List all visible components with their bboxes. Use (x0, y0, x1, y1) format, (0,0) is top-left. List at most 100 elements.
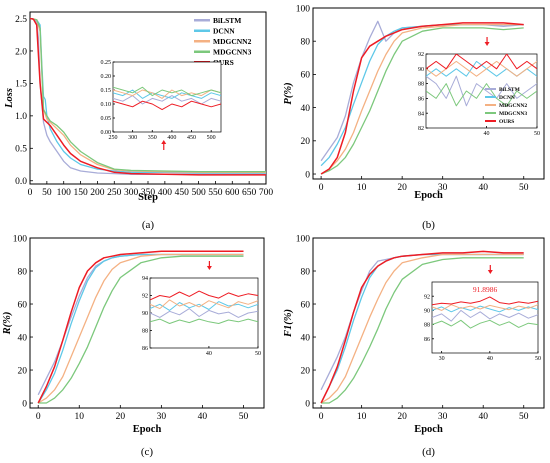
x-tick-label: 20 (397, 183, 407, 193)
legend-label-mdgcnn3: MDGCNN3 (499, 111, 527, 117)
y-tick-label: 2.0 (15, 47, 27, 57)
y-tick-label: 1.0 (15, 112, 27, 122)
legend-label-ours: OURS (499, 119, 514, 125)
panel-caption: (c) (141, 446, 154, 458)
x-axis-label: Epoch (414, 424, 443, 435)
y-tick-label: 100 (296, 234, 311, 244)
legend-label-mdgcnn2: MDGCNN2 (499, 103, 527, 109)
panel-d: 0 10 20 30 40 50 0 20 40 60 80 100 Epoch F1(%) (d) 30 40… (283, 234, 545, 458)
legend-label-dcnn: DCNN (499, 95, 515, 101)
series-line-mdgcnn2 (432, 304, 538, 311)
x-tick-label: 500 (207, 135, 216, 141)
y-tick-label: 100 (13, 234, 28, 244)
y-tick-label: 1.5 (15, 80, 27, 90)
y-axis-label: R(%) (2, 312, 13, 336)
y-axis-label: P(%) (283, 82, 294, 104)
series-line-mdgcnn3 (432, 319, 538, 329)
x-tick-label: 250 (109, 135, 118, 141)
y-tick-label: 90 (424, 309, 430, 315)
y-tick-label: 0.20 (101, 74, 112, 80)
x-tick-label: 20 (116, 412, 126, 422)
y-tick-label: 0.25 (101, 60, 112, 66)
x-tick-label: 50 (534, 131, 540, 137)
x-tick-label: 50 (535, 356, 541, 362)
x-tick-label: 30 (439, 356, 445, 362)
series-line-bilstm (432, 309, 538, 322)
series-line-mdgcnn3 (426, 83, 537, 107)
x-tick-label: 0 (319, 412, 324, 422)
legend-label-bilstm: BiLSTM (499, 87, 521, 93)
x-tick-label: 0 (36, 412, 41, 422)
y-tick-label: 0.00 (101, 130, 112, 136)
x-tick-label: 550 (208, 188, 223, 198)
panel-a: 0 50 100 150 200 250 300 350 400 450 500 550 600 650 7… (4, 11, 273, 231)
x-tick-label: 50 (519, 412, 529, 422)
x-tick-label: 250 (107, 188, 122, 198)
x-tick-label: 10 (357, 412, 367, 422)
y-tick-label: 92 (142, 294, 148, 300)
series-line-ours (150, 290, 258, 301)
inset-a: 250 300 350 400 450 500 0.00 0.05 0.10 0.15 0.20 0.… (101, 60, 222, 150)
inset-c: 40 50 86 88 90 92 94 (142, 261, 261, 357)
y-tick-label: 88 (142, 329, 148, 335)
y-tick-label: 90 (142, 311, 148, 317)
y-tick-label: 2.5 (15, 15, 27, 25)
x-tick-label: 10 (357, 183, 367, 193)
series-line-ours (320, 22, 524, 175)
x-tick-label: 40 (206, 351, 212, 357)
series-line-mdgcnn3 (113, 86, 221, 97)
x-tick-label: 650 (242, 188, 257, 198)
y-tick-label: 82 (418, 126, 424, 132)
y-tick-label: 40 (301, 333, 311, 343)
x-axis-label: Epoch (133, 424, 162, 435)
zoom-arrow-icon (161, 140, 167, 150)
series-line-ours (426, 54, 537, 70)
inset-b: 40 50 82 84 86 88 90 92 BiLSTM DCNN MDGCNN2 MDGCNN3… (418, 37, 540, 137)
x-tick-label: 40 (487, 356, 493, 362)
series-line-mdgcnn3 (38, 255, 244, 404)
x-tick-label: 150 (73, 188, 88, 198)
legend-label-bilstm: BiLSTM (213, 16, 241, 25)
y-tick-label: 20 (18, 366, 28, 376)
y-axis-label: F1(%) (283, 309, 294, 338)
series-line-ours (320, 250, 524, 404)
zoom-arrow-icon (487, 265, 493, 274)
x-tick-label: 300 (128, 135, 137, 141)
y-tick-label: 0.10 (101, 102, 112, 108)
y-tick-label: 86 (418, 97, 424, 103)
y-tick-label: 60 (301, 300, 311, 310)
legend-label-dcnn: DCNN (213, 26, 235, 35)
y-tick-label: 0 (305, 170, 310, 180)
series-line-mdgcnn3 (30, 17, 266, 173)
x-tick-label: 50 (42, 188, 52, 198)
x-tick-label: 0 (319, 183, 324, 193)
y-tick-label: 0 (22, 399, 27, 409)
y-tick-label: 20 (301, 366, 311, 376)
x-axis-label: Step (138, 192, 158, 203)
x-tick-label: 50 (255, 351, 261, 357)
series-line-mdgcnn3 (320, 27, 524, 175)
y-tick-label: 0.05 (101, 116, 112, 122)
series-line-ours (30, 17, 266, 176)
x-tick-label: 400 (167, 135, 176, 141)
series-line-mdgcnn2 (426, 60, 537, 77)
y-tick-label: 0.0 (15, 177, 27, 187)
zoom-arrow-head (487, 270, 493, 274)
y-tick-label: 84 (418, 111, 424, 117)
y-tick-label: 0.5 (15, 145, 27, 155)
y-tick-label: 40 (301, 104, 311, 114)
x-tick-label: 450 (175, 188, 190, 198)
y-tick-label: 0.15 (101, 88, 112, 94)
x-tick-label: 500 (191, 188, 206, 198)
series-line-ours (37, 250, 244, 404)
annotation-peak-value: 91.8986 (473, 285, 498, 294)
y-tick-label: 92 (418, 52, 424, 58)
legend-label-ours: OURS (213, 58, 234, 67)
zoom-arrow-icon (206, 261, 212, 270)
x-tick-label: 300 (124, 188, 139, 198)
series-line-mdgcnn2 (320, 23, 524, 175)
x-tick-label: 30 (438, 183, 448, 193)
y-tick-label: 86 (424, 337, 430, 343)
series-line-ours (113, 100, 221, 111)
